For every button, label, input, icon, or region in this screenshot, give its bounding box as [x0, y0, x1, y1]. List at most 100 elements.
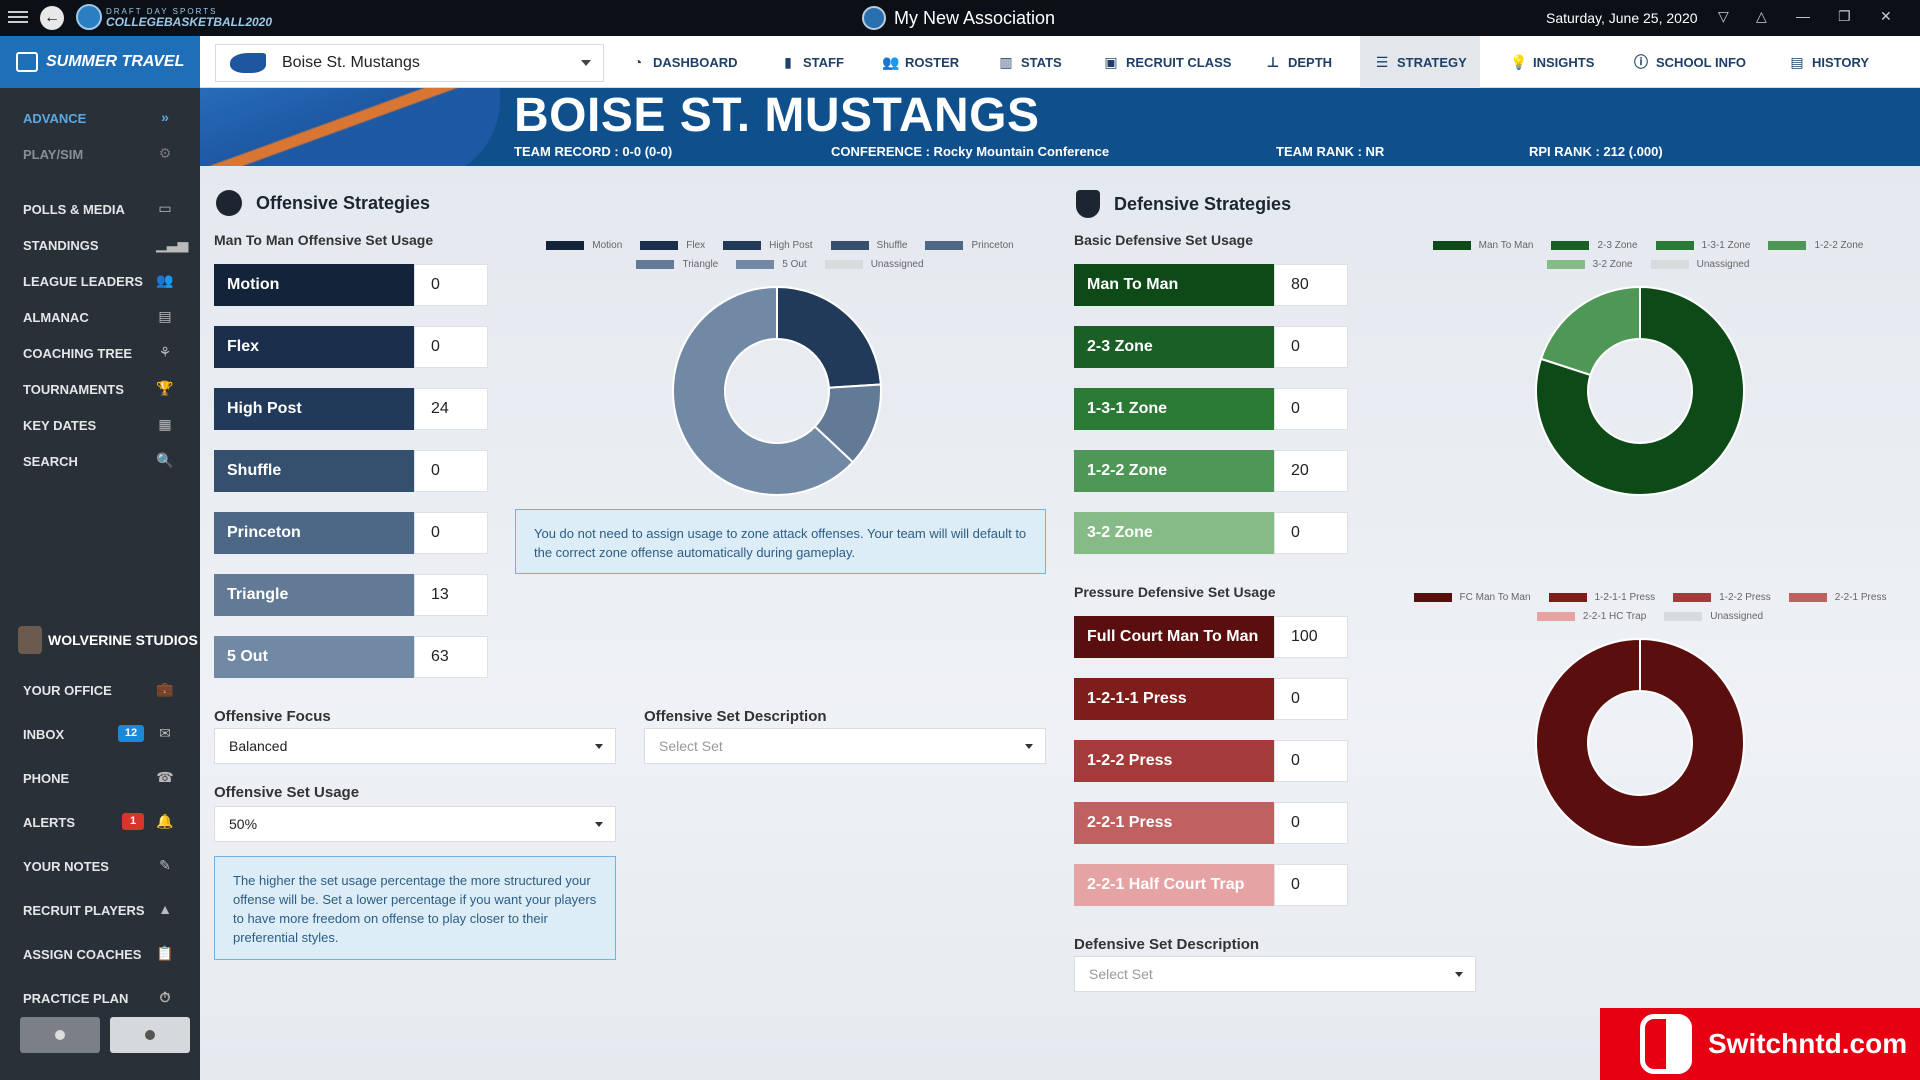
user-settings-button[interactable]: [110, 1017, 190, 1053]
section-title: Offensive Strategies: [256, 192, 431, 213]
set-usage-input[interactable]: 80: [1274, 264, 1348, 306]
offensive-focus-label: Offensive Focus: [214, 708, 331, 725]
set-usage-input[interactable]: 0: [414, 512, 488, 554]
set-label: Full Court Man To Man: [1074, 616, 1274, 658]
sidebar-item-league-leaders[interactable]: LEAGUE LEADERS 👥: [0, 261, 200, 301]
sidebar-item-search[interactable]: SEARCH 🔍: [0, 441, 200, 481]
legend-label: 1-2-1-1 Press: [1594, 592, 1656, 603]
set-row-man-to-man: Man To Man 80: [1074, 264, 1348, 306]
sidebar-item-your-notes[interactable]: YOUR NOTES ✎: [0, 846, 200, 886]
tab-staff[interactable]: ▮ STAFF: [780, 36, 860, 88]
profile-button[interactable]: [20, 1017, 100, 1053]
hamburger-menu-icon[interactable]: [8, 8, 28, 28]
tab-stats[interactable]: ▥ STATS: [998, 36, 1068, 88]
set-usage-input[interactable]: 0: [1274, 864, 1348, 906]
sidebar-item-coaching-tree[interactable]: COACHING TREE ⚘: [0, 333, 200, 373]
set-usage-input[interactable]: 63: [414, 636, 488, 678]
basic-defense-legend: Man To Man 2-3 Zone 1-3-1 Zone 1-2-2 Zone 3-…: [1380, 240, 1916, 278]
offensive-focus-select[interactable]: Balanced: [214, 728, 616, 764]
sidebar-item-assign-coaches[interactable]: ASSIGN COACHES 📋: [0, 934, 200, 974]
sidebar-item-label: RECRUIT PLAYERS: [23, 902, 145, 918]
legend-swatch: [1664, 612, 1703, 621]
calendar-icon: [16, 52, 38, 72]
sidebar-item-practice-plan[interactable]: PRACTICE PLAN ⏱: [0, 978, 200, 1018]
sidebar-item-label: PLAY/SIM: [23, 146, 84, 162]
legend-swatch: [1673, 593, 1712, 602]
sidebar-item-alerts[interactable]: ALERTS 1 🔔: [0, 802, 200, 842]
sidebar-item-key-dates[interactable]: KEY DATES ▦: [0, 405, 200, 445]
sidebar-item-advance[interactable]: ADVANCE »: [0, 98, 200, 138]
tab-insights[interactable]: 💡 INSIGHTS: [1510, 36, 1610, 88]
legend-swatch: [736, 260, 775, 269]
offensive-set-description-select[interactable]: Select Set: [644, 728, 1046, 764]
offensive-set-description-label: Offensive Set Description: [644, 708, 827, 725]
watermark: Switchntd.com: [1600, 1008, 1920, 1080]
tree-icon: ⚘: [158, 344, 172, 360]
edit-icon: ✎: [159, 857, 171, 873]
set-usage-input[interactable]: 24: [414, 388, 488, 430]
sidebar-item-inbox[interactable]: INBOX 12 ✉: [0, 714, 200, 754]
legend-swatch: [1655, 241, 1694, 250]
minimize-button[interactable]: —: [1796, 8, 1810, 24]
collapse-arrow-icon[interactable]: △: [1756, 8, 1767, 24]
set-usage-input[interactable]: 0: [414, 264, 488, 306]
chevron-down-icon: [1025, 744, 1033, 749]
phone-icon: ☎: [156, 769, 174, 785]
set-usage-input[interactable]: 0: [1274, 326, 1348, 368]
legend-label: Triangle: [682, 259, 719, 270]
legend-swatch: [925, 241, 964, 250]
defensive-set-description-select[interactable]: Select Set: [1074, 956, 1476, 992]
tab-label: STRATEGY: [1397, 54, 1467, 70]
legend-swatch: [1413, 593, 1452, 602]
set-usage-input[interactable]: 13: [414, 574, 488, 616]
set-label: Shuffle: [214, 450, 414, 492]
set-usage-input[interactable]: 0: [1274, 388, 1348, 430]
set-usage-input[interactable]: 0: [1274, 512, 1348, 554]
sidebar-item-play-sim[interactable]: PLAY/SIM ⚙: [0, 134, 200, 174]
set-usage-input[interactable]: 0: [414, 450, 488, 492]
offensive-set-usage-select[interactable]: 50%: [214, 806, 616, 842]
legend-label: Man To Man: [1478, 240, 1534, 251]
maximize-button[interactable]: ❐: [1838, 8, 1851, 24]
sidebar-item-almanac[interactable]: ALMANAC ▤: [0, 297, 200, 337]
set-row-princeton: Princeton 0: [214, 512, 488, 554]
sidebar-item-polls-media[interactable]: POLLS & MEDIA ▭: [0, 189, 200, 229]
team-select[interactable]: Boise St. Mustangs: [215, 44, 604, 82]
tab-depth[interactable]: ⊥ DEPTH: [1265, 36, 1345, 88]
sidebar-item-phone[interactable]: PHONE ☎: [0, 758, 200, 798]
sidebar-item-label: ALERTS: [23, 814, 75, 830]
set-usage-input[interactable]: 0: [414, 326, 488, 368]
set-row-flex: Flex 0: [214, 326, 488, 368]
set-usage-input[interactable]: 100: [1274, 616, 1348, 658]
tab-strategy[interactable]: ☰ STRATEGY: [1360, 36, 1480, 88]
sidebar-item-your-office[interactable]: YOUR OFFICE 💼: [0, 670, 200, 710]
team-select-value: Boise St. Mustangs: [282, 54, 420, 71]
legend-label: 2-2-1 HC Trap: [1582, 611, 1647, 622]
set-usage-input[interactable]: 0: [1274, 678, 1348, 720]
set-usage-input[interactable]: 0: [1274, 802, 1348, 844]
defensive-set-description-placeholder: Select Set: [1089, 966, 1153, 982]
tab-label: ROSTER: [905, 54, 960, 70]
tab-history[interactable]: ▤ HISTORY: [1789, 36, 1889, 88]
tab-roster[interactable]: 👥 ROSTER: [882, 36, 972, 88]
sidebar-item-tournaments[interactable]: TOURNAMENTS 🏆: [0, 369, 200, 409]
sidebar-header[interactable]: SUMMER TRAVEL: [0, 36, 200, 88]
sidebar-item-recruit-players[interactable]: RECRUIT PLAYERS ▲: [0, 890, 200, 930]
set-usage-input[interactable]: 0: [1274, 740, 1348, 782]
sidebar-item-standings[interactable]: STANDINGS ▁▃▅: [0, 225, 200, 265]
association-title: My New Association: [862, 6, 1055, 30]
back-arrow-icon[interactable]: ←: [40, 6, 64, 30]
set-usage-input[interactable]: 20: [1274, 450, 1348, 492]
calendar-icon: ▦: [158, 416, 172, 432]
tab-recruit-class[interactable]: ▣ RECRUIT CLASS: [1103, 36, 1233, 88]
close-button[interactable]: ✕: [1880, 8, 1892, 24]
tab-school-info[interactable]: ⓘ SCHOOL INFO: [1633, 36, 1753, 88]
legend-swatch: [1546, 260, 1585, 269]
sidebar-item-label: TOURNAMENTS: [23, 381, 124, 397]
set-label: 2-3 Zone: [1074, 326, 1274, 368]
tab-dashboard[interactable]: ◔ DASHBOARD: [630, 36, 750, 88]
dropdown-arrow-icon[interactable]: ▽: [1718, 8, 1729, 24]
legend-item: 2-3 Zone: [1551, 240, 1638, 251]
tab-label: SCHOOL INFO: [1656, 54, 1747, 70]
users-icon: 👥: [156, 272, 174, 288]
